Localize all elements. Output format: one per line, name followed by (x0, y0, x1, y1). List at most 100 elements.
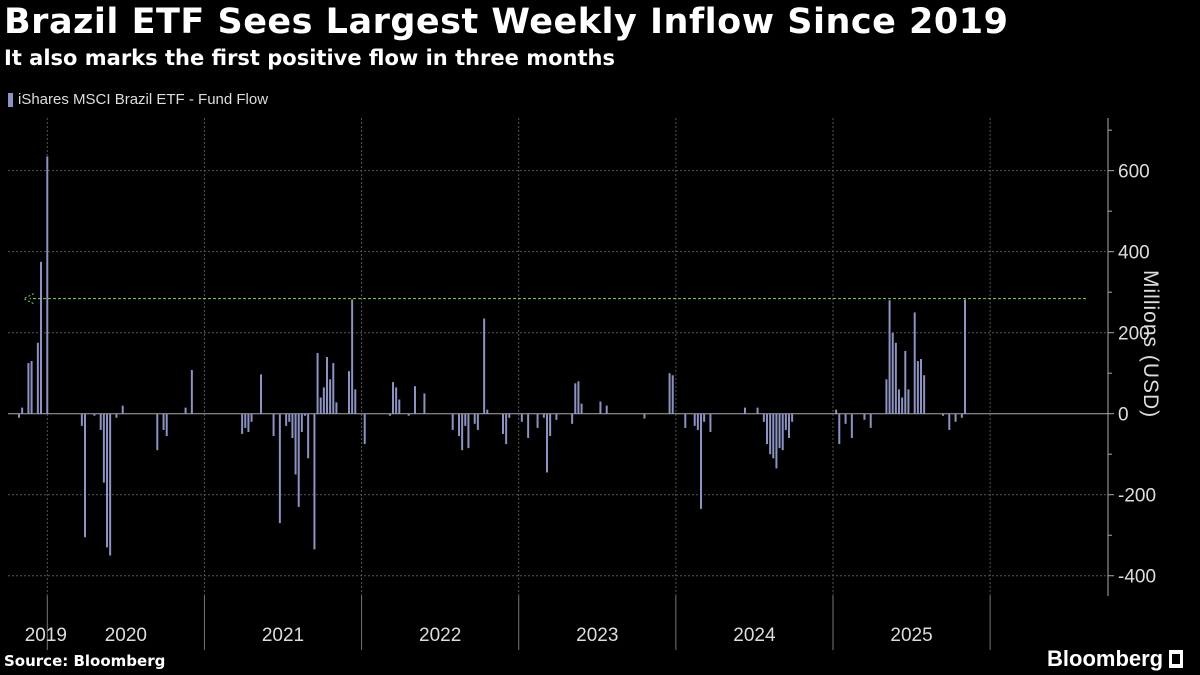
flow-bar (247, 413, 250, 432)
flow-bar (775, 413, 778, 469)
flow-bar (36, 342, 39, 414)
flow-bar (709, 413, 712, 432)
flow-bar (304, 413, 306, 416)
flow-bar (121, 405, 124, 414)
chart-subtitle: It also marks the first positive flow in… (4, 46, 615, 70)
flow-bar (520, 413, 523, 422)
flow-bar (744, 407, 746, 414)
flow-bar (788, 413, 790, 439)
x-year-label: 2023 (576, 625, 618, 646)
flow-bar (574, 383, 577, 414)
flow-bar (46, 156, 49, 414)
flow-bar (388, 413, 391, 416)
x-year-label: 2024 (733, 625, 776, 646)
source-note: Source: Bloomberg (4, 652, 166, 670)
flow-bar (297, 413, 300, 507)
flow-bar (313, 413, 316, 550)
flow-bar (307, 413, 310, 459)
flow-bar (577, 381, 580, 414)
flow-bar (93, 413, 96, 416)
flow-bar (250, 413, 253, 422)
flow-bar (156, 413, 159, 451)
flow-bar (21, 407, 24, 414)
flow-bar (294, 413, 297, 475)
flow-bar (684, 413, 687, 428)
flow-bar (467, 413, 470, 449)
flow-bar (354, 389, 357, 414)
flow-bar (954, 413, 957, 422)
flow-bar (288, 413, 291, 422)
flow-bar (40, 261, 42, 414)
flow-bar (99, 413, 102, 430)
flow-bar (18, 413, 20, 418)
flow-bar (162, 413, 165, 430)
y-tick-label: 0 (1118, 405, 1129, 426)
flow-bar (549, 413, 552, 436)
flow-bar (904, 350, 907, 414)
flow-bar (335, 402, 338, 414)
x-year-label: 2025 (890, 625, 932, 646)
flow-bar (948, 413, 951, 430)
flow-bar (319, 397, 322, 414)
chart-title: Brazil ETF Sees Largest Weekly Inflow Si… (4, 2, 1009, 42)
x-year-label: 2022 (419, 625, 461, 646)
flow-bar (844, 413, 847, 424)
flow-bar (392, 382, 394, 414)
flow-bar (869, 413, 872, 428)
legend-label: iShares MSCI Brazil ETF - Fund Flow (18, 91, 269, 108)
flow-bar (671, 375, 674, 414)
flow-bar (398, 399, 401, 414)
flow-bar (964, 299, 966, 414)
flow-bar (863, 413, 866, 420)
flow-bar (291, 413, 294, 439)
flow-bar (244, 413, 247, 428)
flow-bar (756, 407, 759, 414)
flow-bar (907, 389, 910, 414)
legend: iShares MSCI Brazil ETF - Fund Flow (8, 91, 268, 108)
flow-bar (109, 413, 112, 556)
flow-bar (599, 401, 602, 414)
flow-bar (473, 413, 476, 424)
flow-bar (571, 413, 574, 424)
flow-bar (891, 332, 894, 414)
x-year-label: 2021 (262, 625, 304, 646)
flow-bar (555, 413, 558, 420)
flow-bar (184, 407, 187, 414)
flow-bar (778, 413, 781, 449)
flow-bar (84, 413, 86, 538)
flow-bar (272, 413, 275, 436)
flow-bar (106, 413, 108, 548)
flow-bar (923, 375, 926, 414)
flow-bar (502, 413, 504, 434)
flow-bar (913, 312, 916, 414)
flow-bar (505, 413, 508, 445)
flow-bar (464, 413, 467, 426)
flow-bar (395, 387, 398, 414)
flow-bar (580, 403, 583, 414)
flow-bar (476, 413, 479, 430)
flow-bar (898, 389, 900, 414)
flow-bar (781, 413, 784, 451)
x-year-label: 2019 (25, 625, 67, 646)
flow-bar (300, 413, 303, 432)
flow-bar (241, 413, 244, 434)
flow-bar (960, 413, 963, 418)
flow-bar (885, 379, 888, 414)
flow-bar (527, 413, 530, 439)
flow-bar (762, 413, 765, 422)
brand-logo: Bloomberg (1047, 646, 1184, 672)
flow-bar (894, 342, 897, 414)
flow-bar (30, 361, 33, 414)
flow-bar (102, 413, 105, 483)
flow-bar (414, 386, 416, 414)
y-tick-label: 600 (1118, 162, 1150, 183)
flow-bar (285, 413, 288, 426)
flow-bar (643, 413, 646, 419)
flow-bar (316, 352, 319, 414)
flow-bar (483, 318, 486, 414)
flow-bar (696, 413, 699, 430)
flow-bar (668, 373, 671, 414)
flow-bar (486, 409, 489, 414)
flow-bar (888, 300, 891, 414)
y-axis-label: Millions (USD) (1139, 270, 1162, 419)
